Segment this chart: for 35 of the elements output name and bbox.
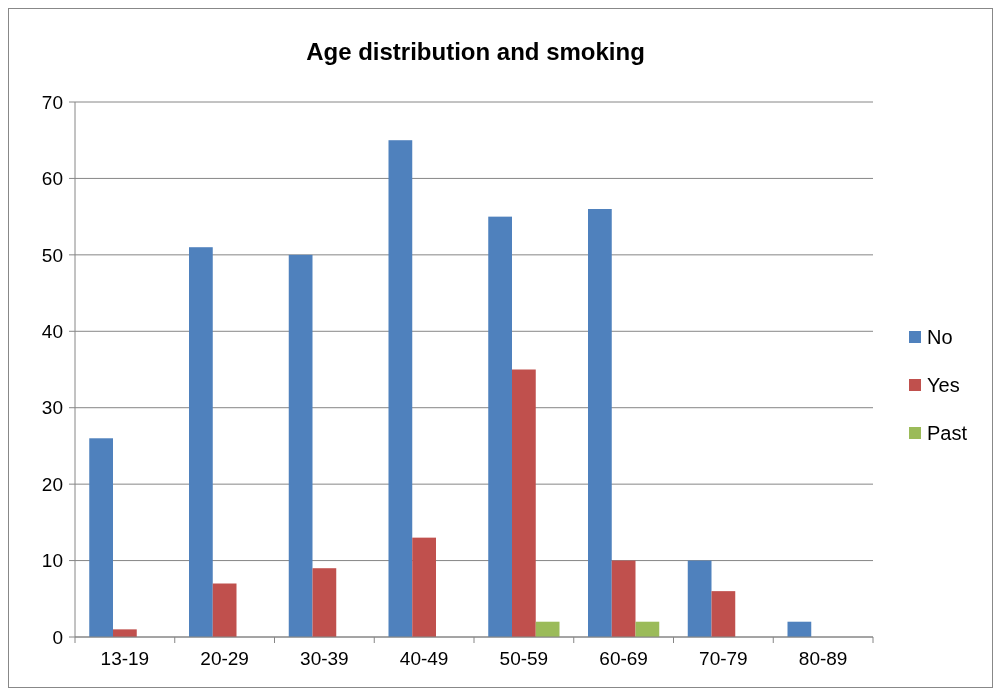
y-tick-label: 10 bbox=[41, 550, 63, 572]
bar bbox=[535, 621, 560, 637]
bar bbox=[687, 560, 712, 637]
bar bbox=[312, 568, 337, 637]
x-tick-label: 30-39 bbox=[300, 648, 349, 669]
y-tick-label: 0 bbox=[52, 626, 63, 648]
x-tick-label: 70-79 bbox=[699, 648, 748, 669]
bar bbox=[512, 369, 536, 637]
y-tick-label: 30 bbox=[41, 397, 63, 419]
x-tick-label: 50-59 bbox=[499, 648, 549, 669]
y-tick-label: 60 bbox=[41, 168, 63, 190]
bar bbox=[388, 140, 413, 637]
bar bbox=[288, 254, 313, 637]
bar bbox=[89, 438, 113, 637]
x-tick-label: 80-89 bbox=[798, 648, 848, 669]
y-tick-label: 50 bbox=[41, 244, 63, 266]
legend-label: Past bbox=[927, 422, 968, 444]
x-tick-label: 13-19 bbox=[100, 648, 150, 669]
bar bbox=[189, 247, 213, 637]
x-tick-label: 20-29 bbox=[200, 648, 249, 669]
legend-label: No bbox=[927, 326, 953, 348]
bar bbox=[212, 583, 237, 637]
bar bbox=[611, 560, 636, 637]
bar bbox=[588, 209, 612, 637]
x-tick-label: 40-49 bbox=[399, 648, 449, 669]
y-tick-label: 70 bbox=[41, 91, 63, 113]
y-tick-label: 20 bbox=[41, 473, 63, 495]
legend-label: Yes bbox=[927, 374, 960, 396]
chart-title: Age distribution and smoking bbox=[306, 38, 645, 65]
bar bbox=[711, 591, 736, 637]
bar bbox=[488, 216, 512, 637]
y-tick-label: 40 bbox=[41, 320, 63, 342]
bar bbox=[113, 629, 137, 637]
x-tick-label: 60-69 bbox=[599, 648, 648, 669]
bar bbox=[412, 537, 436, 637]
